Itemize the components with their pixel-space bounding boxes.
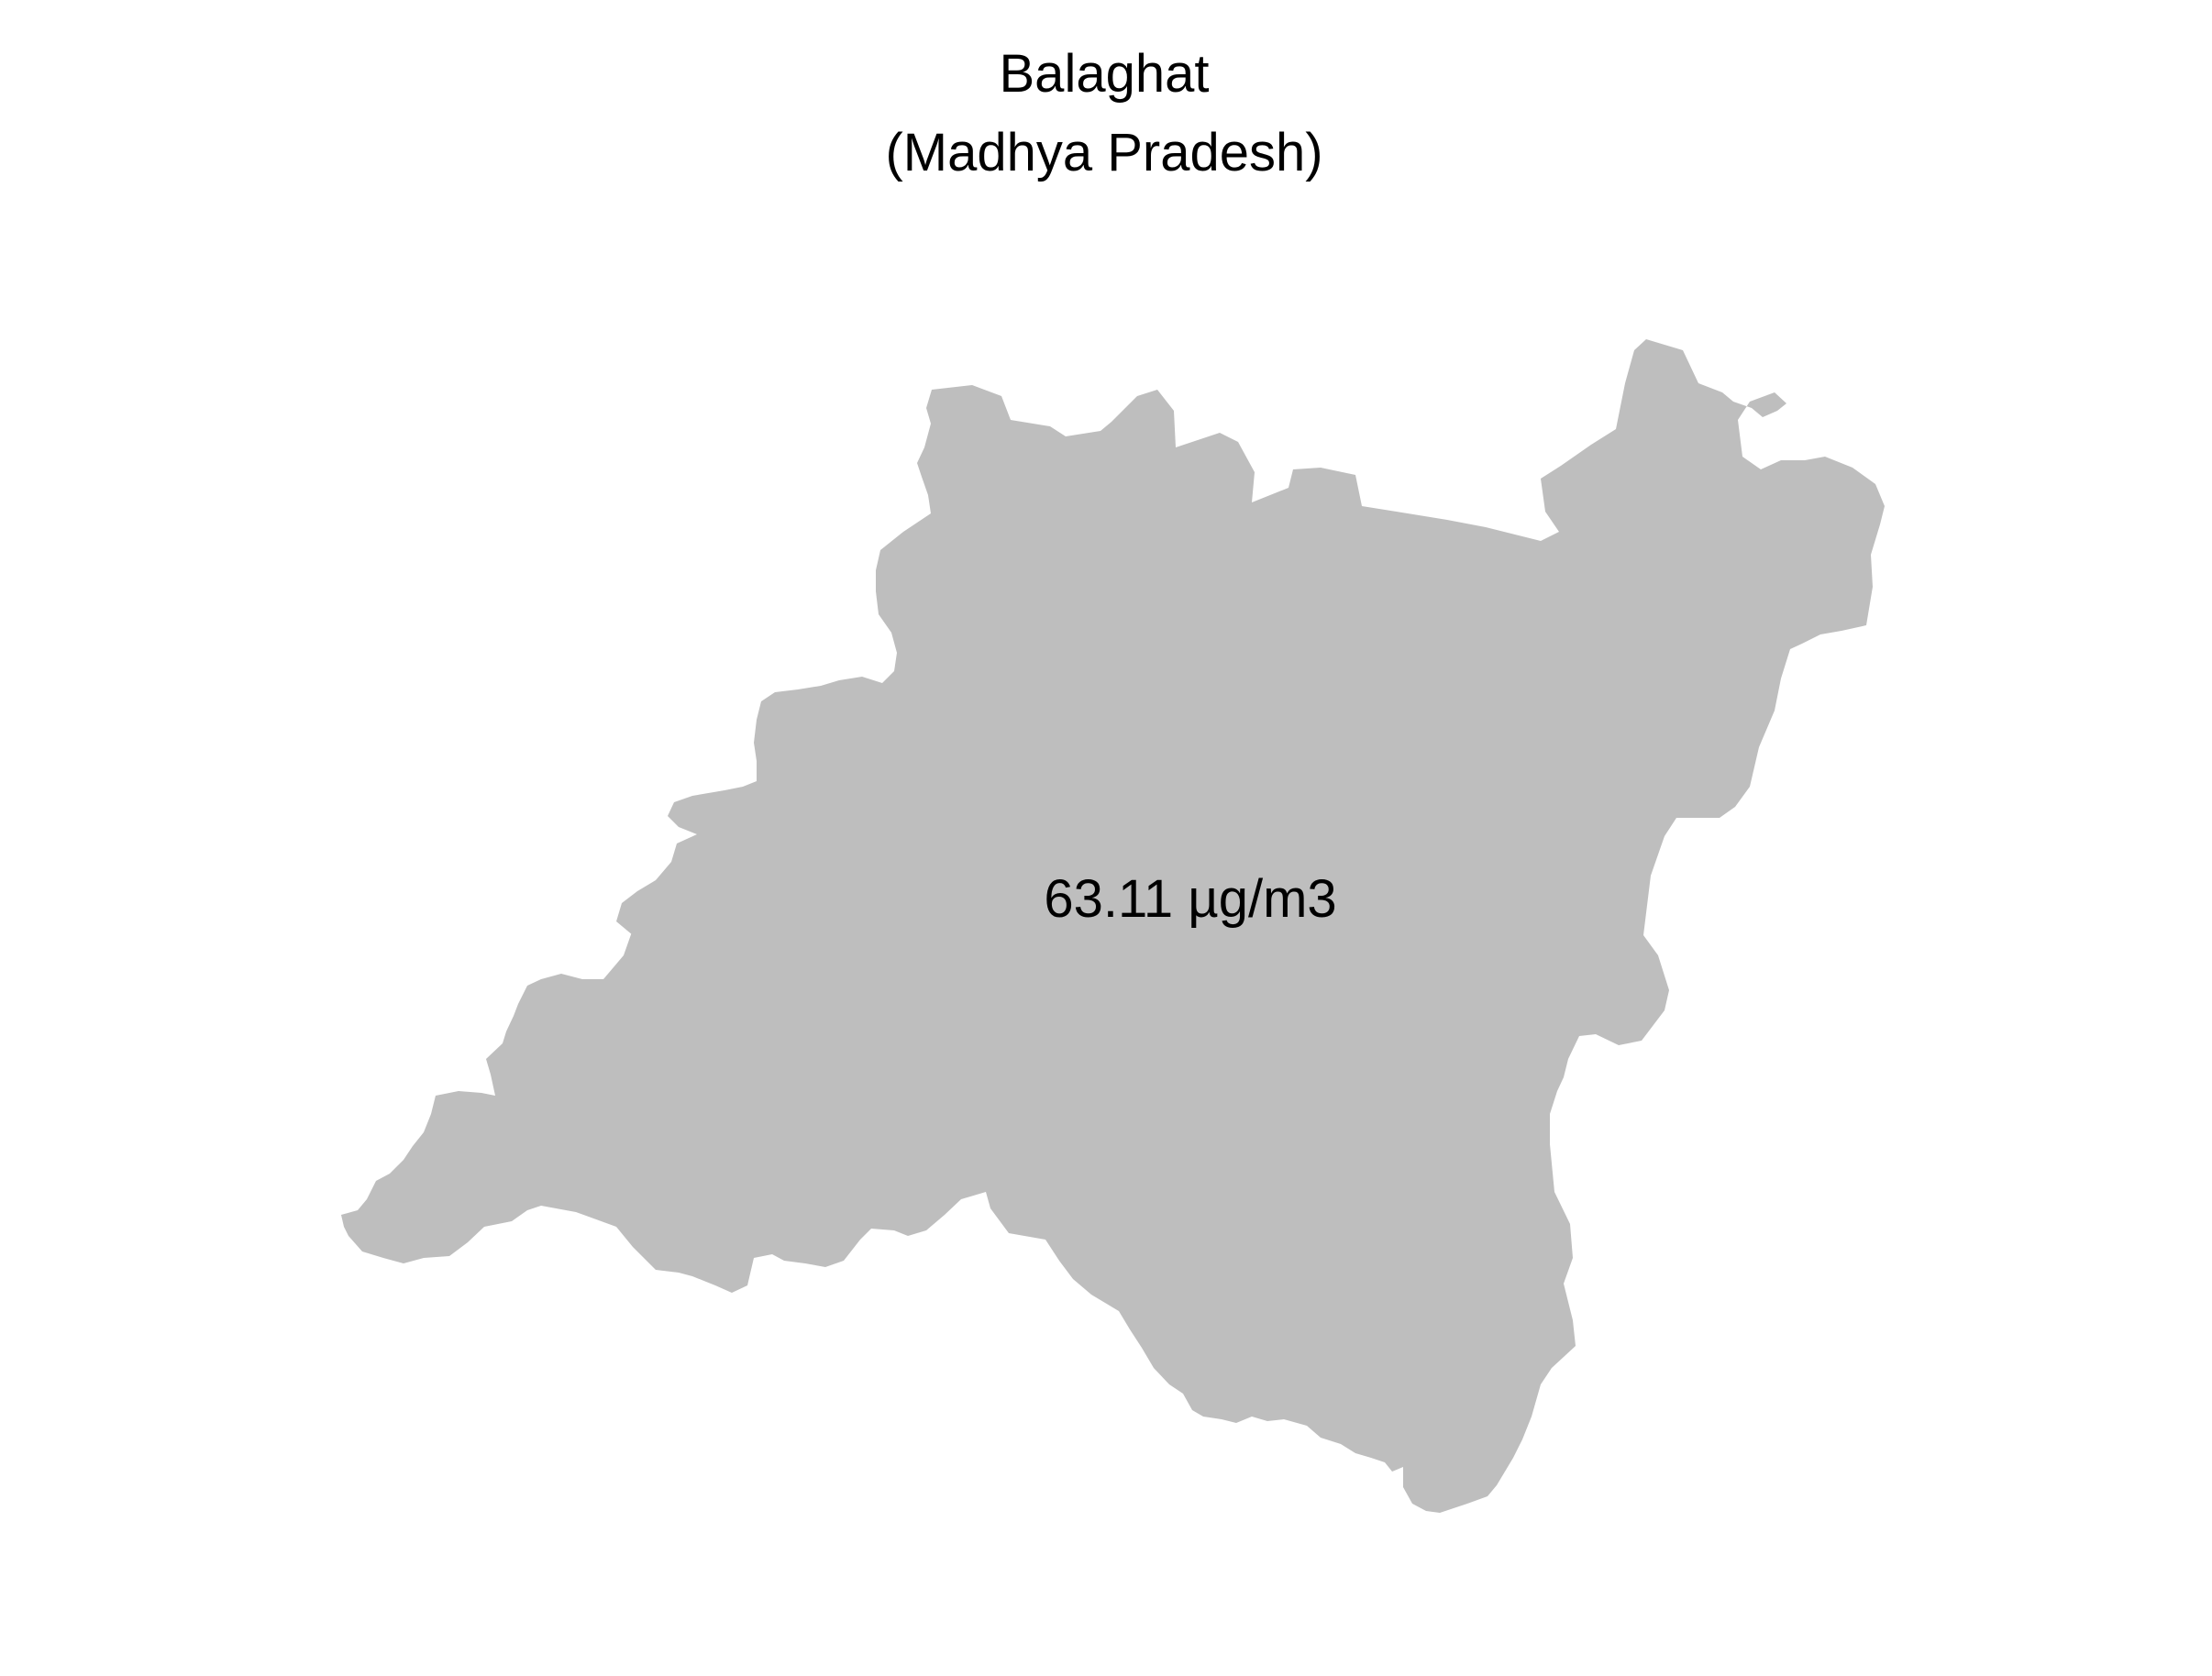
- map-subtitle: (Madhya Pradesh): [885, 123, 1323, 182]
- district-region-balaghat: [341, 339, 1885, 1513]
- district-value-label: 63.11 µg/m3: [1044, 869, 1336, 929]
- map-title: Balaghat: [999, 44, 1210, 104]
